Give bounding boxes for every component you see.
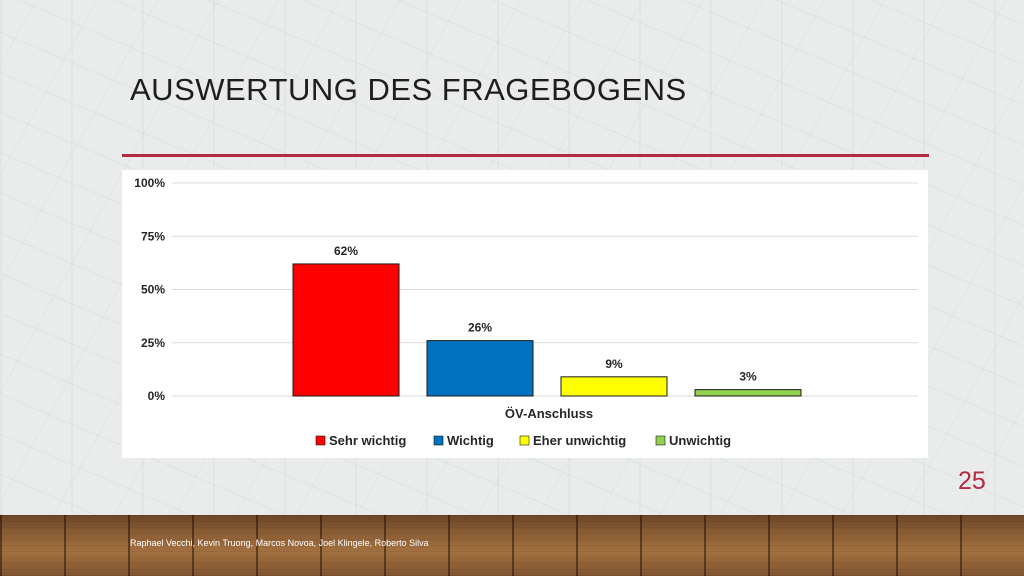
legend-swatch	[315, 435, 326, 446]
legend-label: Eher unwichtig	[533, 433, 626, 448]
data-label: 3%	[739, 370, 757, 384]
y-tick-label: 75%	[141, 229, 165, 243]
legend-swatch	[519, 435, 530, 446]
bar-eher-unwichtig	[560, 376, 668, 397]
x-axis-category-label: ÖV-Anschluss	[505, 406, 593, 421]
y-tick-label: 50%	[141, 283, 165, 297]
data-label: 62%	[334, 244, 358, 258]
data-label: 9%	[605, 357, 623, 371]
y-tick-label: 100%	[134, 176, 165, 190]
slide-title: AUSWERTUNG DES FRAGEBOGENS	[130, 72, 687, 107]
legend-swatch	[655, 435, 666, 446]
bar-chart: 0% 25% 50% 75% 100% 62% 26% 9% 3% ÖV-Anschluss Seh…	[122, 170, 928, 458]
bar-unwichtig	[694, 389, 802, 397]
title-divider	[122, 154, 929, 157]
bar-sehr-wichtig	[292, 263, 400, 397]
bar-wichtig	[426, 340, 534, 397]
data-label: 26%	[468, 321, 492, 335]
chart-canvas: 0% 25% 50% 75% 100% 62% 26% 9% 3% ÖV-Anschluss Seh…	[134, 176, 918, 448]
legend-label: Wichtig	[447, 433, 494, 448]
legend-label: Unwichtig	[669, 433, 731, 448]
legend-label: Sehr wichtig	[329, 433, 406, 448]
y-tick-label: 25%	[141, 336, 165, 350]
wood-floor	[0, 515, 1024, 576]
legend-swatch	[433, 435, 444, 446]
footer-authors: Raphael Vecchi, Kevin Truong, Marcos Nov…	[130, 538, 429, 548]
page-number: 25	[958, 467, 986, 495]
y-tick-label: 0%	[148, 389, 166, 403]
